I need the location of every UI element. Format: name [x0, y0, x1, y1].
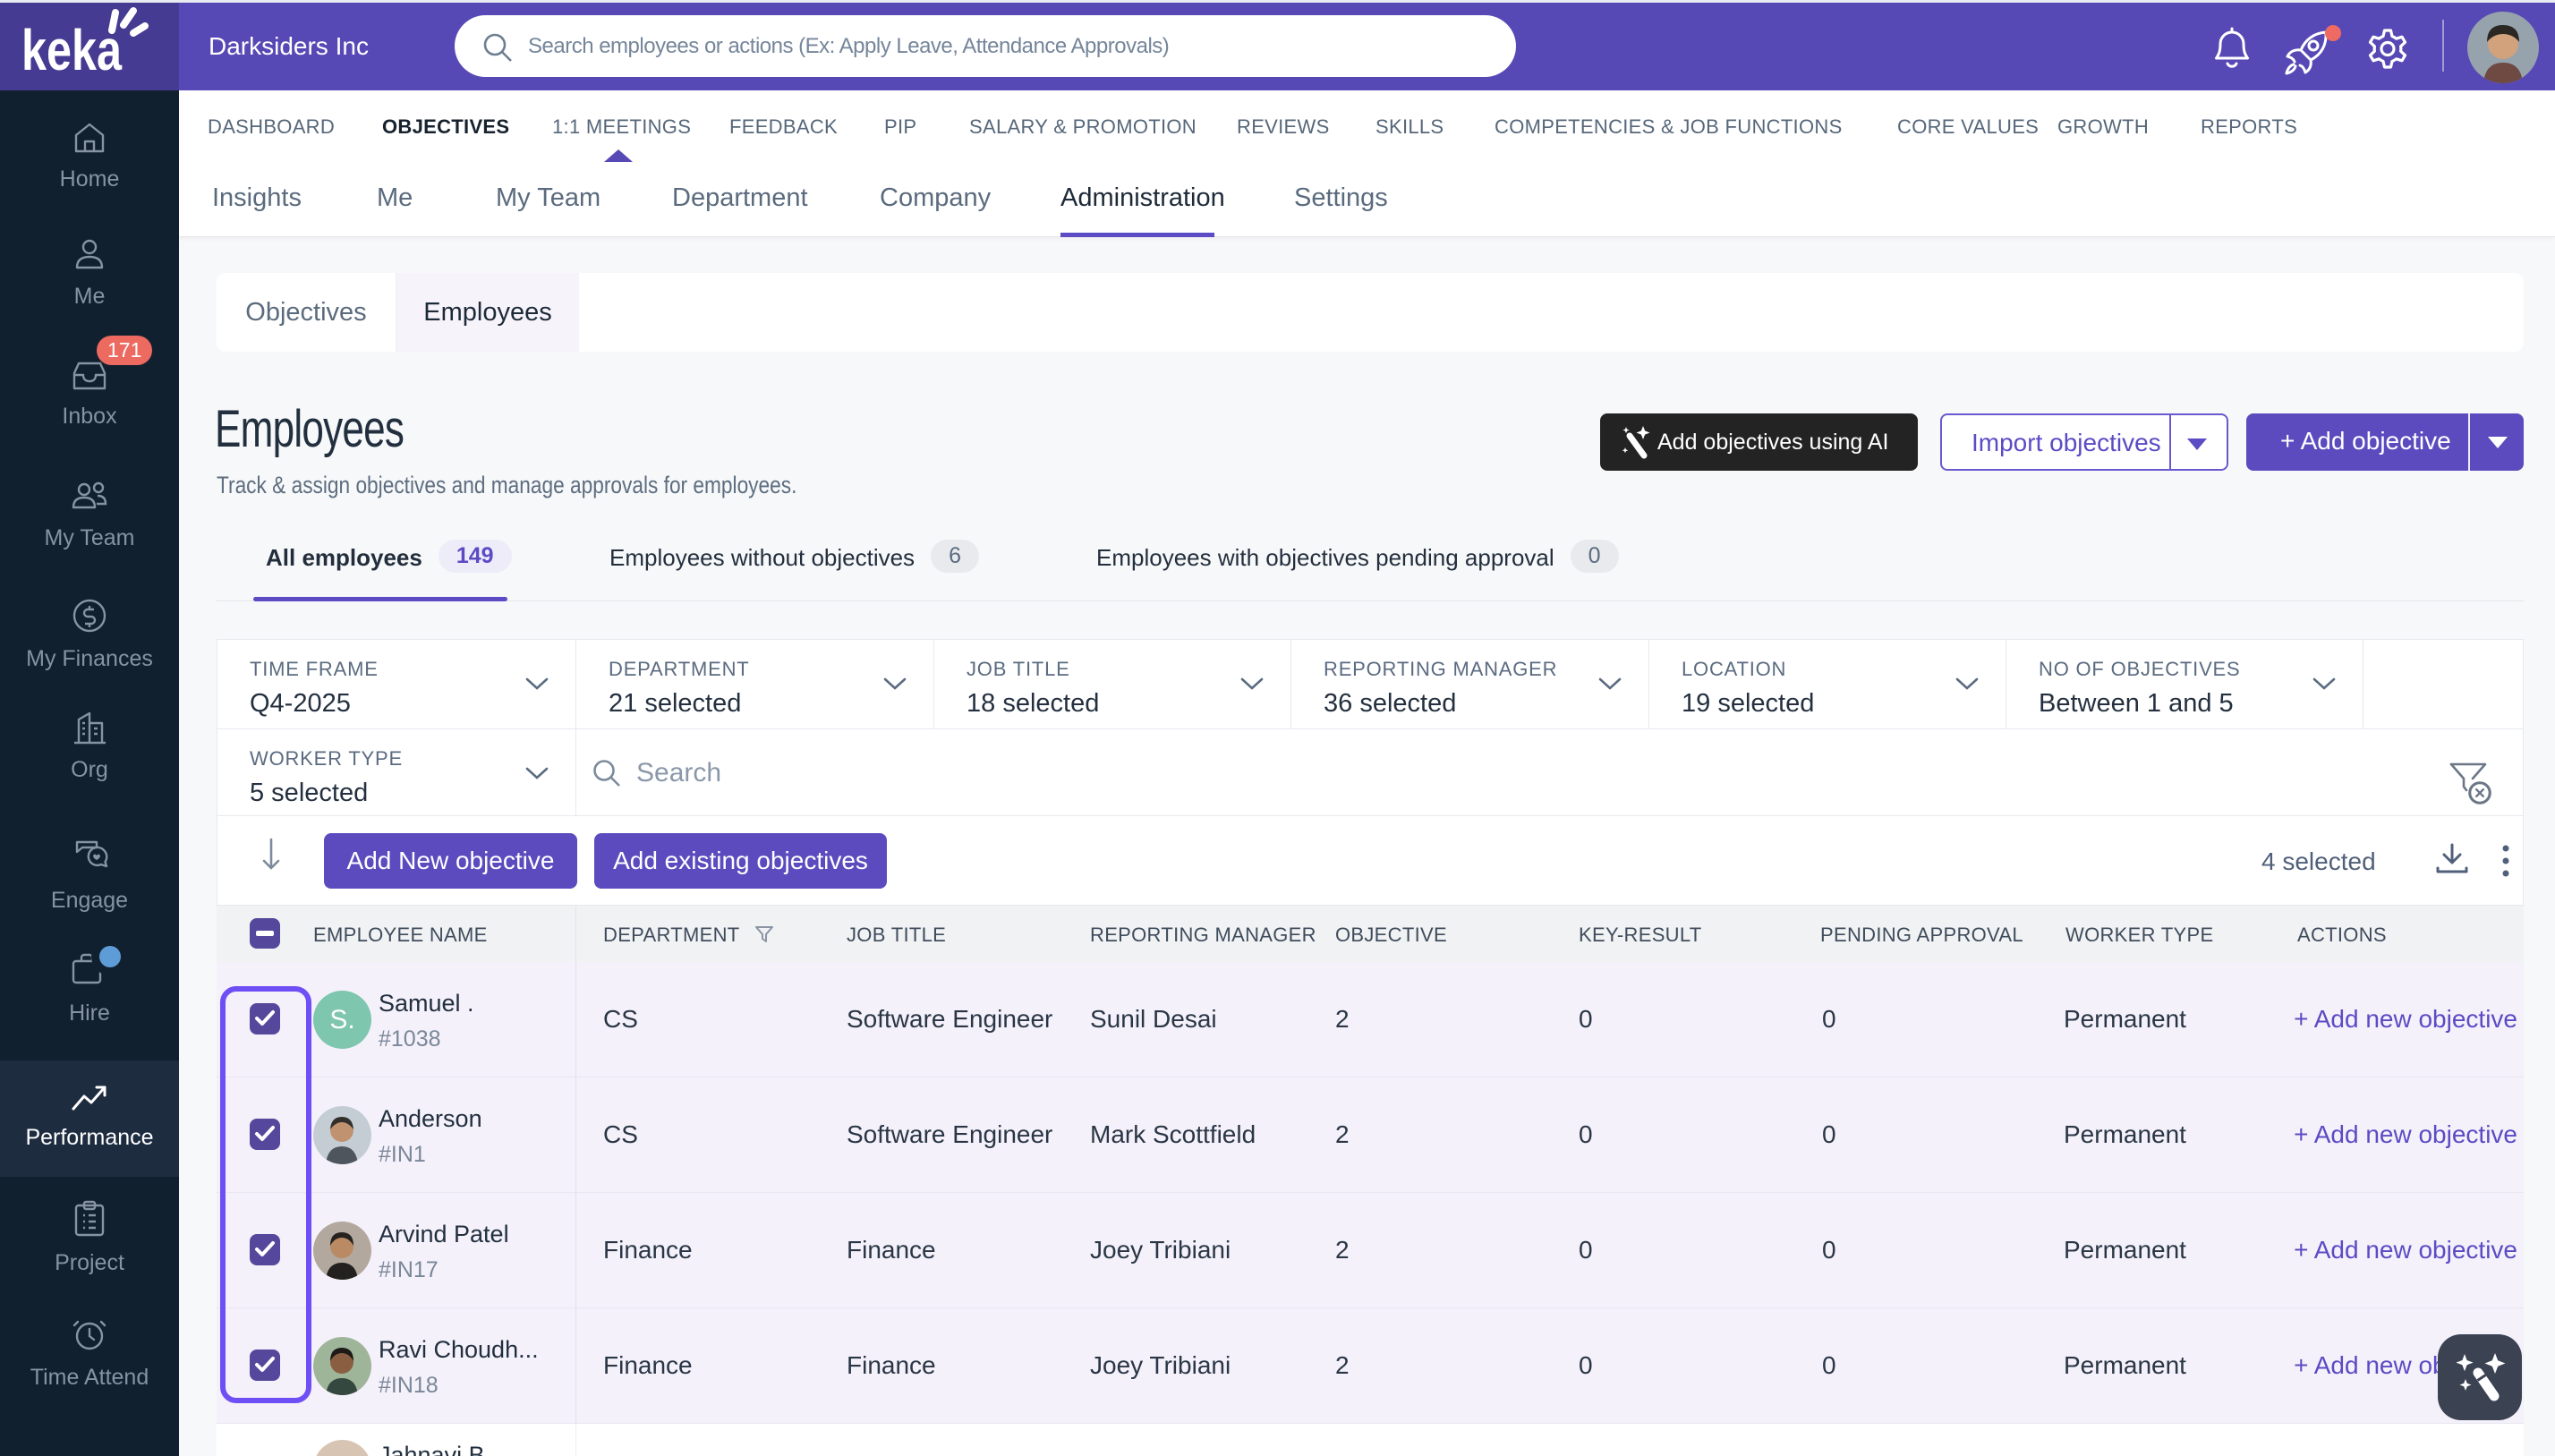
svg-text:keka: keka — [21, 18, 122, 75]
